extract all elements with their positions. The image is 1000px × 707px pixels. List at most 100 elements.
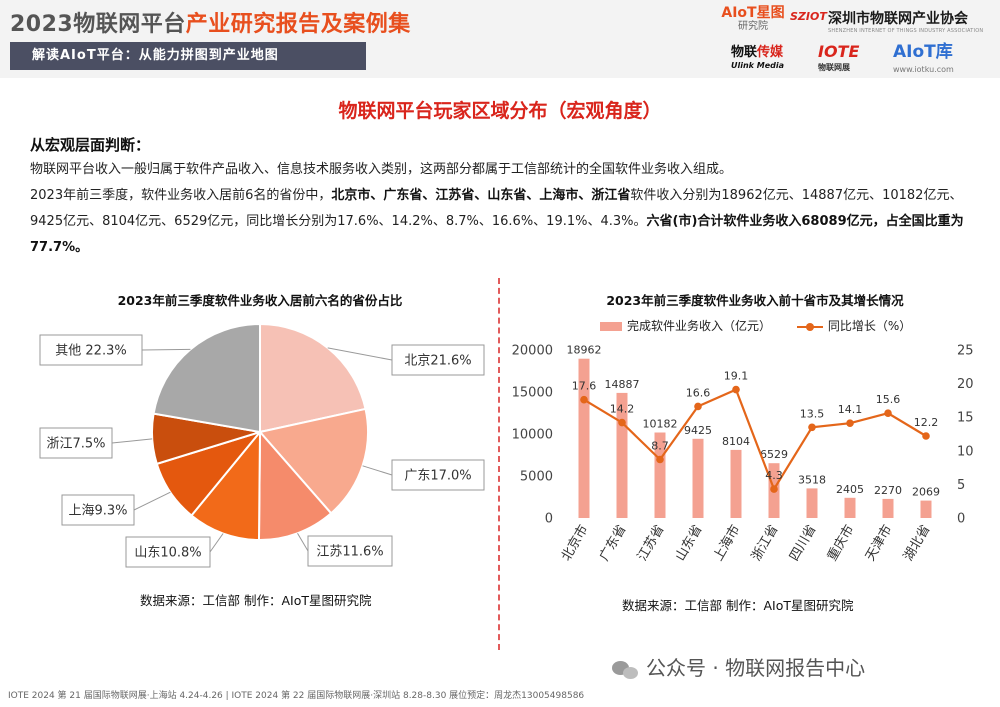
ulink-media-logo: 物联传媒 Ulink Media	[731, 45, 785, 70]
bar	[806, 488, 818, 518]
y-right-tick-label: 25	[957, 344, 974, 359]
pie-slice-label: 浙江7.5%	[46, 437, 105, 452]
pie-slice-label: 北京21.6%	[404, 354, 471, 369]
x-tick-label: 四川省	[787, 523, 819, 564]
growth-point	[770, 485, 778, 493]
growth-value-label: 15.6	[876, 393, 901, 406]
pie-label-box	[125, 536, 211, 568]
growth-point	[580, 395, 588, 404]
pie-leader-line	[362, 465, 393, 476]
pie-leader-line	[209, 533, 224, 553]
pie-slice-label: 上海9.3%	[68, 504, 127, 519]
y-right-tick-label: 0	[957, 512, 965, 527]
bar	[692, 438, 704, 518]
pie-label-box	[39, 334, 143, 366]
pie-slice	[190, 429, 262, 542]
growth-point	[846, 419, 854, 427]
bar-value-label: 10182	[643, 417, 678, 430]
bar-value-label: 3518	[798, 473, 826, 486]
x-tick-label: 天津市	[862, 522, 895, 564]
pie-chart: 北京21.6% 广东17.0% 江苏11.6% 山东10.8% 上海9.3% 浙江7.5%…	[39, 322, 485, 568]
y-left-tick-label: 15000	[512, 386, 553, 401]
legend-bar-swatch	[600, 322, 622, 331]
bar	[882, 498, 894, 518]
pie-slice-label: 其他 22.3%	[55, 344, 126, 359]
bar-value-label: 14887	[605, 378, 640, 391]
y-right-tick-label: 15	[957, 411, 974, 426]
growth-value-label: 16.6	[686, 386, 711, 399]
bar-value-label: 2069	[912, 486, 940, 499]
paragraph-intro: 物联网平台收入一般归属于软件产品收入、信息技术服务收入类别，这两部分都属于工信部…	[30, 162, 733, 177]
growth-value-label: 17.6	[572, 380, 597, 393]
sziot-logo: SZIOT	[790, 10, 827, 23]
growth-point	[694, 402, 702, 411]
combo-chart-title: 2023年前三季度软件业务收入前十省市及其增长情况	[606, 293, 904, 308]
pie-label-box	[391, 344, 485, 376]
growth-value-label: 14.1	[838, 403, 863, 416]
pie-label-box	[39, 427, 113, 459]
growth-value-label: 8.7	[651, 440, 669, 453]
combo-source: 数据来源：工信部 制作：AIoT星图研究院	[622, 598, 854, 613]
growth-point	[618, 418, 626, 427]
aiot-institute-logo: AIoT星图 研究院	[721, 5, 785, 32]
pie-source: 数据来源：工信部 制作：AIoT星图研究院	[140, 593, 372, 608]
growth-value-label: 19.1	[724, 370, 749, 383]
pie-leader-line	[327, 347, 393, 361]
x-tick-label: 上海市	[710, 522, 743, 564]
page-title: 物联网平台玩家区域分布（宏观角度）	[338, 100, 662, 122]
y-right-tick-label: 10	[957, 444, 974, 459]
bar	[920, 500, 932, 518]
growth-value-label: 12.2	[914, 416, 939, 429]
report-title: 2023物联网平台产业研究报告及案例集	[10, 12, 411, 37]
growth-value-label: 4.3	[765, 469, 783, 482]
growth-point	[808, 423, 816, 432]
pie-leader-line	[141, 348, 191, 351]
pie-label-box	[391, 459, 485, 491]
pie-leader-line	[111, 438, 153, 444]
pie-slice-label: 江苏11.6%	[316, 544, 383, 560]
x-tick-label: 北京市	[558, 522, 591, 564]
bar	[730, 449, 742, 518]
growth-point	[732, 385, 740, 394]
x-tick-label: 广东省	[597, 523, 629, 564]
pie-slice	[152, 322, 261, 434]
pie-slice	[257, 429, 333, 542]
pie-slice	[258, 407, 369, 515]
wechat-icon	[612, 659, 640, 681]
pie-slice-label: 山东10.8%	[134, 546, 201, 561]
combo-chart: 0 5000 10000 15000 20000 0 5 10 15 20 25 18962 14887…	[512, 344, 974, 564]
y-left-tick-label: 10000	[512, 428, 553, 443]
aiotku-logo: AIoT库 www.iotku.com	[893, 42, 954, 75]
x-tick-label: 浙江省	[749, 523, 781, 564]
bar	[844, 497, 856, 518]
legend-line-item: 同比增长（%）	[796, 317, 911, 334]
pie-chart-title: 2023年前三季度软件业务收入居前六名的省份占比	[117, 293, 403, 308]
x-tick-label: 江苏省	[634, 522, 667, 564]
y-left-tick-label: 20000	[512, 344, 553, 359]
iote-logo: IOTE 物联网展	[818, 42, 860, 73]
bar	[578, 358, 590, 518]
growth-point	[884, 409, 892, 417]
bar-value-label: 2405	[836, 483, 864, 496]
growth-line	[583, 388, 927, 492]
growth-value-label: 14.2	[610, 403, 635, 416]
bar	[654, 432, 666, 518]
section-divider	[498, 278, 500, 650]
report-subtitle: 解读AIoT平台：从能力拼图到产业地图	[10, 42, 366, 70]
growth-point	[656, 455, 664, 464]
bar	[616, 392, 628, 518]
growth-value-label: 13.5	[800, 407, 825, 420]
x-tick-label: 重庆市	[824, 522, 857, 564]
wechat-watermark: 公众号 · 物联网报告中心	[612, 652, 865, 681]
pie-leader-line	[133, 491, 171, 511]
section-heading: 从宏观层面判断：	[30, 136, 151, 154]
growth-point	[922, 432, 930, 440]
pie-slice	[259, 322, 367, 434]
x-tick-label: 山东省	[673, 523, 705, 564]
x-tick-label: 湖北省	[901, 523, 933, 564]
pie-label-box	[307, 535, 393, 567]
bar-value-label: 8104	[722, 435, 750, 448]
y-left-tick-label: 0	[545, 512, 553, 527]
legend-line-swatch	[796, 322, 823, 332]
paragraph-stats: 2023年前三季度，软件业务收入居前6名的省份中，北京市、广东省、江苏省、山东省…	[30, 188, 964, 255]
